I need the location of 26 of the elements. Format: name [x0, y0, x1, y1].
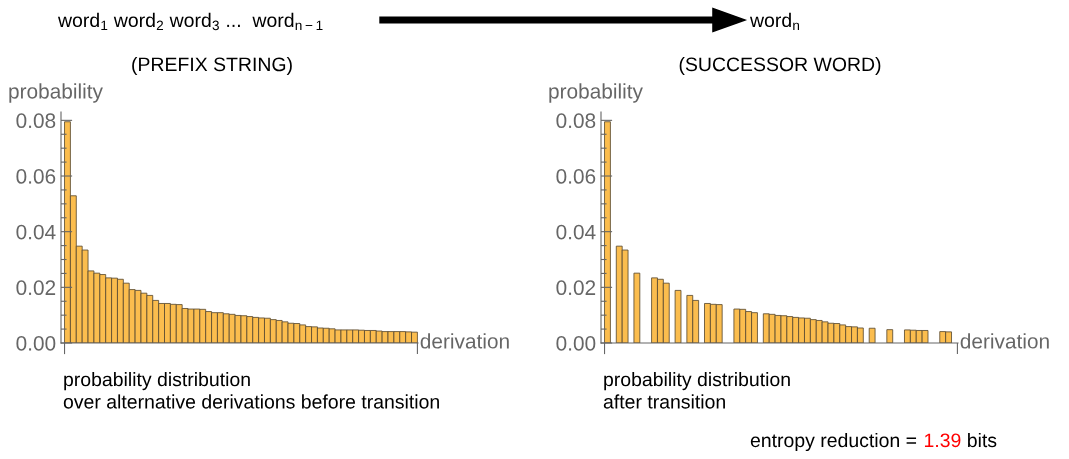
bar	[868, 327, 876, 343]
x-axis-title: derivation	[420, 333, 509, 349]
y-axis-title: probability	[9, 83, 103, 103]
text: (PREFIX STRING)	[132, 56, 292, 76]
y-tick-label: 0.02	[556, 280, 596, 296]
y-tick-label: 0.04	[16, 224, 56, 240]
text: word$_{1}$ word$_{2}$ word$_{3}$ ... word$_{n−1}$	[57, 12, 323, 31]
y-tick-label: 0.08	[16, 113, 56, 129]
y-tick-label: 0.06	[16, 169, 56, 184]
y-tick-label: 0.00	[16, 336, 56, 351]
text: probability distribution over alternative derivations before transition	[63, 372, 439, 409]
y-tick-label: 0.06	[556, 169, 596, 184]
y-axis-title: probability	[549, 83, 643, 103]
text: entropy reduction = 1.39 bits	[750, 432, 997, 452]
bar	[674, 289, 682, 343]
y-tick-label: 0.08	[556, 113, 596, 129]
text: word$_{n}$	[749, 12, 800, 31]
x-axis-title: derivation	[960, 333, 1049, 349]
bar	[633, 272, 641, 343]
y-tick-label: 0.00	[556, 336, 596, 351]
bar	[886, 329, 894, 343]
text: probability distribution after transition	[603, 372, 790, 409]
text: (SUCCESSOR WORD)	[679, 56, 881, 76]
bar	[604, 121, 611, 343]
y-tick-label: 0.02	[16, 280, 56, 296]
y-tick-label: 0.04	[556, 224, 596, 240]
